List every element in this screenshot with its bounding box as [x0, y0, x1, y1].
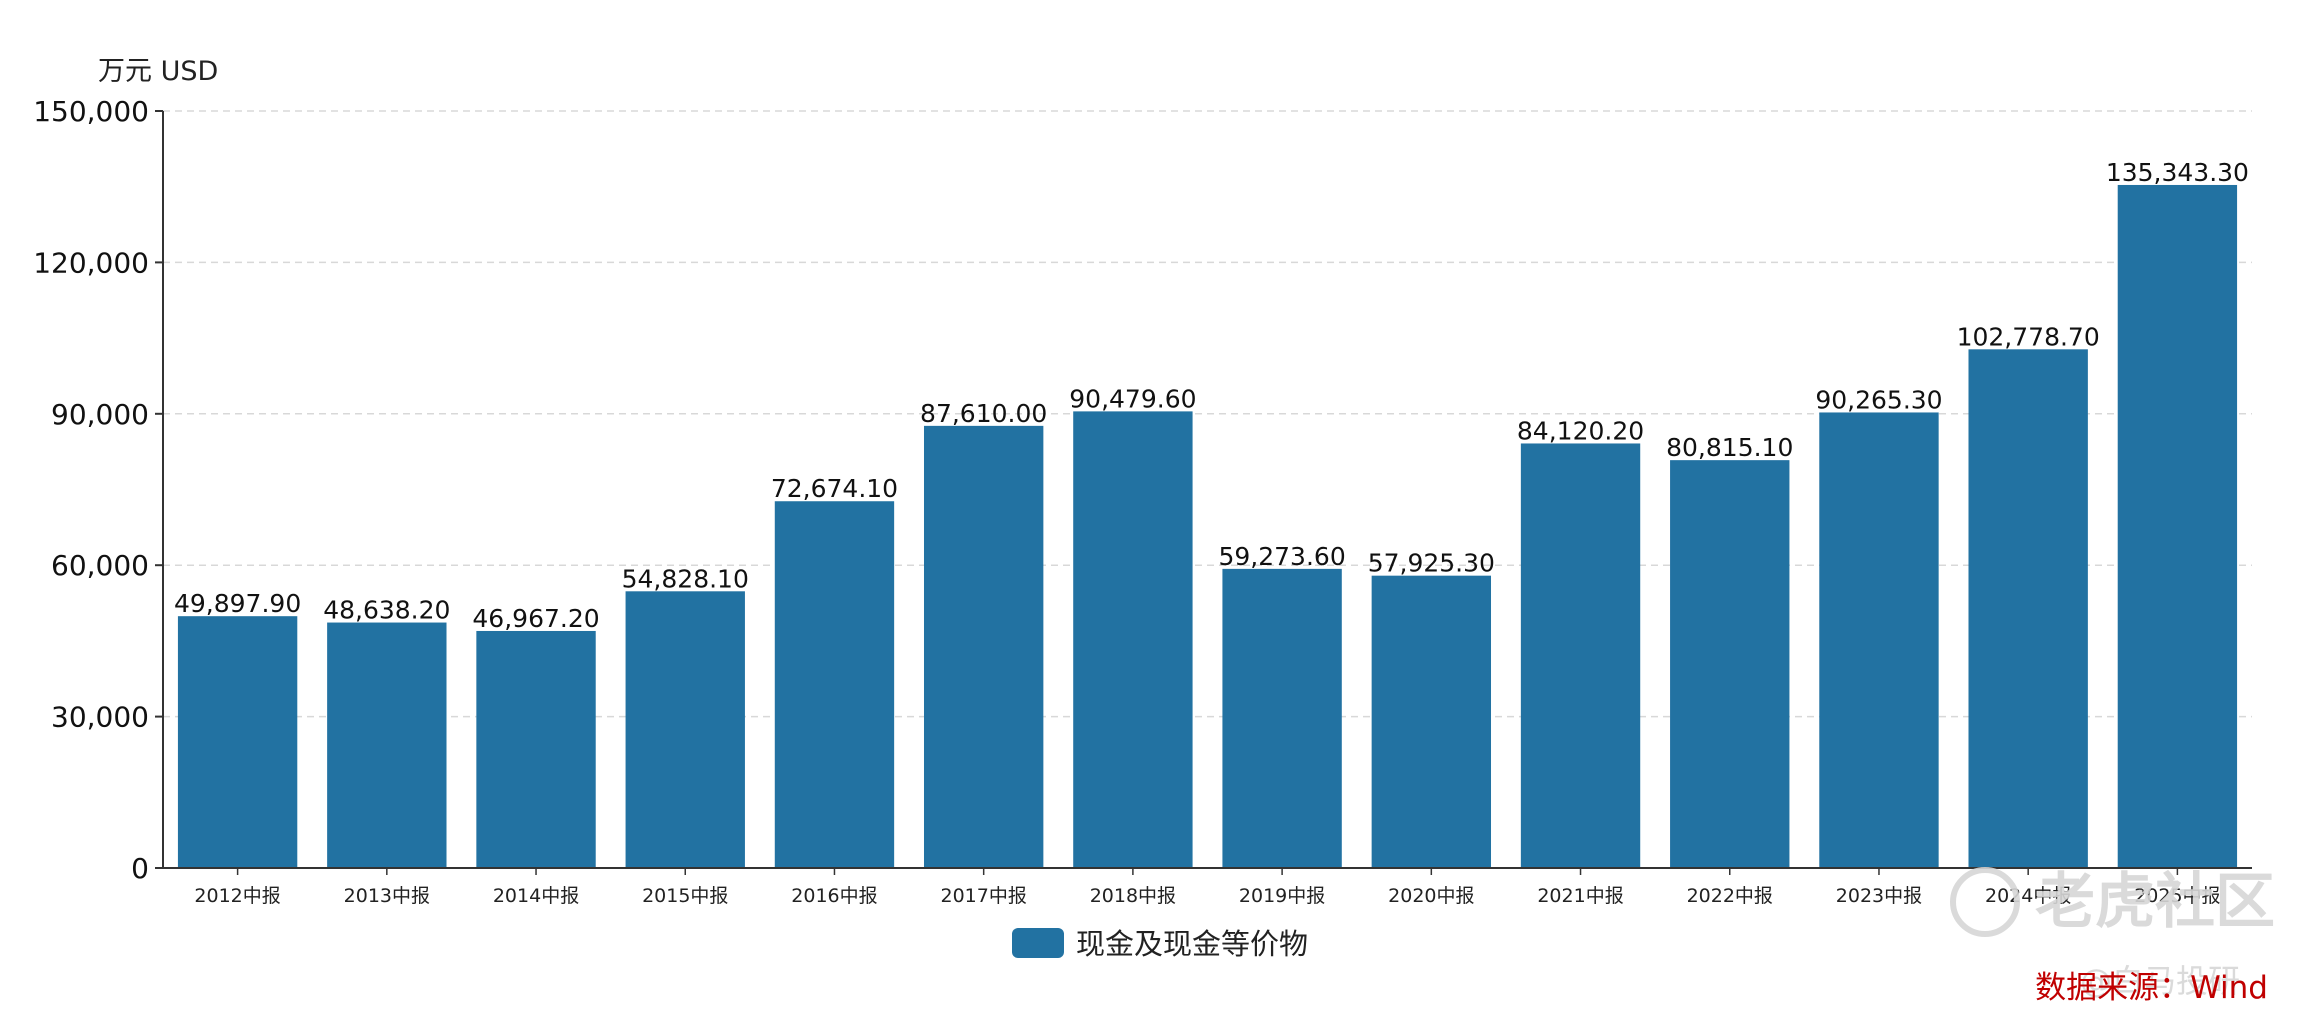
- x-tick-label: 2020中报: [1388, 885, 1474, 907]
- bar[interactable]: [774, 501, 895, 868]
- y-tick-label: 150,000: [33, 95, 149, 128]
- bar[interactable]: [1819, 412, 1939, 868]
- bar[interactable]: [476, 630, 596, 868]
- y-tick-label: 30,000: [51, 701, 149, 734]
- bar[interactable]: [327, 622, 447, 868]
- data-label: 80,815.10: [1666, 433, 1793, 462]
- x-tick-label: 2024中报: [1985, 885, 2071, 907]
- x-tick-label: 2012中报: [194, 885, 280, 907]
- bars: [177, 184, 2238, 869]
- y-tick-label: 60,000: [51, 549, 149, 582]
- bar[interactable]: [923, 425, 1044, 868]
- data-labels: 49,897.90 48,638.20 46,967.20 54,828.10 72,6…: [174, 158, 2249, 633]
- data-label: 48,638.20: [323, 596, 450, 625]
- x-axis-ticks: 2012中报 2013中报 2014中报 2015中报 2016中报 2017中报 2018…: [194, 868, 2221, 907]
- watermark-logo-icon: [1950, 867, 2020, 937]
- x-tick-label: 2016中报: [791, 885, 877, 907]
- x-tick-label: 2014中报: [493, 885, 579, 907]
- data-label: 102,778.70: [1957, 322, 2100, 351]
- data-source: 数据来源：Wind: [2035, 970, 2268, 1006]
- data-label: 59,273.60: [1218, 542, 1345, 571]
- bar[interactable]: [1073, 411, 1193, 868]
- data-label: 90,479.60: [1069, 384, 1196, 413]
- data-label: 87,610.00: [920, 399, 1047, 428]
- x-tick-label: 2023中报: [1836, 885, 1922, 907]
- data-label: 46,967.20: [472, 604, 599, 633]
- watermark-brand: 老虎社区: [2035, 867, 2275, 937]
- x-tick-label: 2019中报: [1239, 885, 1325, 907]
- y-axis-ticks: 0 30,000 60,000 90,000 120,000 150,000: [33, 95, 163, 885]
- bar[interactable]: [177, 616, 298, 868]
- data-label: 84,120.20: [1517, 416, 1644, 445]
- y-tick-label: 90,000: [51, 398, 149, 431]
- y-tick-label: 120,000: [33, 246, 149, 279]
- bar[interactable]: [1968, 349, 2088, 868]
- x-tick-label: 2013中报: [344, 885, 430, 907]
- bar[interactable]: [1371, 575, 1492, 868]
- data-label: 72,674.10: [771, 474, 898, 503]
- watermark-sub: @白马投研: [2080, 962, 2240, 1000]
- watermark: 老虎社区 @白马投研: [1950, 867, 2275, 1000]
- y-axis-unit-label: 万元 USD: [98, 56, 218, 87]
- legend-swatch: [1012, 928, 1064, 958]
- data-label: 54,828.10: [622, 564, 749, 593]
- bar[interactable]: [1520, 443, 1641, 868]
- data-label: 57,925.30: [1368, 549, 1495, 578]
- x-tick-label: 2021中报: [1537, 885, 1623, 907]
- y-tick-label: 0: [131, 852, 149, 885]
- legend[interactable]: 现金及现金等价物: [1012, 927, 1308, 961]
- data-label: 90,265.30: [1815, 385, 1942, 414]
- x-tick-label: 2025中报: [2134, 885, 2220, 907]
- data-label: 135,343.30: [2106, 158, 2249, 187]
- legend-label: 现金及现金等价物: [1076, 927, 1308, 961]
- bar[interactable]: [1222, 568, 1342, 868]
- x-tick-label: 2018中报: [1090, 885, 1176, 907]
- x-tick-label: 2015中报: [642, 885, 728, 907]
- bar[interactable]: [2117, 184, 2238, 869]
- data-label: 49,897.90: [174, 589, 301, 618]
- bar[interactable]: [625, 591, 745, 868]
- x-tick-label: 2022中报: [1687, 885, 1773, 907]
- bar[interactable]: [1670, 460, 1790, 868]
- x-tick-label: 2017中报: [940, 885, 1026, 907]
